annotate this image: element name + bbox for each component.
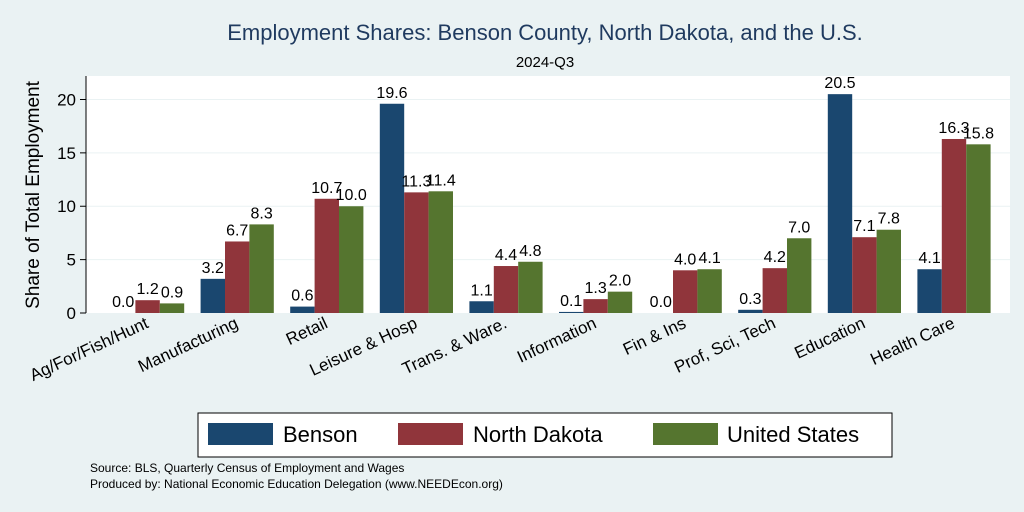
- bar-benson-9: [917, 269, 942, 313]
- data-label: 1.2: [136, 281, 158, 298]
- bar-north-dakota-7: [762, 268, 787, 313]
- y-axis-title: Share of Total Employment: [23, 80, 44, 308]
- bar-benson-2: [290, 306, 315, 313]
- data-label: 4.8: [519, 243, 541, 260]
- y-tick-label: 5: [67, 251, 76, 270]
- data-label: 4.1: [698, 250, 720, 267]
- bar-north-dakota-3: [404, 192, 429, 313]
- data-label: 7.1: [853, 218, 875, 235]
- chart-title: Employment Shares: Benson County, North …: [227, 20, 862, 45]
- data-label: 3.2: [202, 260, 224, 277]
- legend-swatch-benson: [208, 423, 273, 445]
- bar-north-dakota-5: [583, 299, 608, 313]
- bar-benson-7: [738, 309, 763, 313]
- data-label: 20.5: [824, 75, 855, 92]
- bar-united-states-7: [787, 238, 812, 313]
- data-label: 8.3: [250, 205, 272, 222]
- data-label: 7.8: [878, 211, 900, 228]
- data-label: 4.2: [764, 249, 786, 266]
- legend-swatch-united-states: [653, 423, 718, 445]
- bar-north-dakota-8: [852, 237, 877, 313]
- data-label: 6.7: [226, 222, 248, 239]
- data-label: 0.3: [739, 291, 761, 308]
- data-label: 0.0: [650, 294, 672, 311]
- bar-north-dakota-9: [941, 138, 967, 313]
- chart-subtitle: 2024-Q3: [516, 54, 574, 71]
- y-tick-label: 15: [57, 144, 76, 163]
- bar-north-dakota-1: [225, 241, 250, 313]
- source-note: Source: BLS, Quarterly Census of Employm…: [90, 461, 404, 475]
- bar-united-states-1: [249, 224, 274, 313]
- bar-north-dakota-6: [673, 270, 698, 313]
- bar-benson-4: [469, 301, 494, 313]
- bar-united-states-8: [876, 229, 901, 313]
- bar-united-states-6: [697, 269, 722, 313]
- data-label: 0.6: [291, 288, 313, 305]
- data-label: 16.3: [938, 120, 969, 137]
- bar-benson-8: [827, 94, 853, 313]
- legend-box: [197, 412, 893, 458]
- data-label: 2.0: [609, 273, 631, 290]
- data-label: 0.9: [161, 284, 183, 301]
- bar-united-states-5: [607, 291, 633, 313]
- data-label: 0.1: [560, 293, 582, 310]
- data-label: 19.6: [376, 85, 407, 102]
- data-label: 4.4: [495, 247, 517, 264]
- data-label: 10.0: [336, 187, 367, 204]
- bar-north-dakota-4: [493, 266, 519, 313]
- data-label: 1.3: [584, 280, 606, 297]
- bar-north-dakota-0: [135, 300, 160, 313]
- data-label: 15.8: [963, 125, 994, 142]
- bar-benson-1: [200, 278, 225, 313]
- data-label: 4.0: [674, 251, 696, 268]
- bar-united-states-0: [159, 303, 185, 313]
- data-label: 7.0: [788, 219, 810, 236]
- data-label: 4.1: [918, 250, 940, 267]
- y-tick-label: 0: [67, 304, 76, 323]
- legend: Benson North Dakota United States: [197, 412, 893, 458]
- legend-swatch-north-dakota: [398, 423, 463, 445]
- data-label: 11.3: [401, 173, 431, 190]
- data-labels: 0.01.2 0.93.26.78.30.610.710.019.611.311.…: [112, 75, 994, 311]
- y-tick-label: 10: [57, 197, 76, 216]
- bar-north-dakota-2: [314, 198, 339, 313]
- data-label: 0.0: [112, 294, 134, 311]
- data-label: 10.7: [311, 180, 342, 197]
- bar-united-states-2: [339, 206, 364, 313]
- bar-united-states-4: [518, 261, 543, 313]
- legend-label: United States: [727, 422, 859, 447]
- bar-united-states-9: [966, 144, 991, 313]
- data-label: 11.4: [426, 172, 456, 189]
- bar-benson-3: [379, 103, 405, 313]
- y-tick-label: 20: [57, 90, 76, 109]
- bar-united-states-3: [428, 191, 453, 313]
- legend-label: North Dakota: [473, 422, 603, 447]
- bar-benson-5: [559, 311, 584, 313]
- data-label: 1.1: [470, 282, 492, 299]
- legend-label: Benson: [283, 422, 358, 447]
- bars: [135, 94, 991, 313]
- produced-by-note: Produced by: National Economic Education…: [90, 477, 503, 491]
- y-axis-ticks: 0 5 10 15 20: [57, 90, 86, 323]
